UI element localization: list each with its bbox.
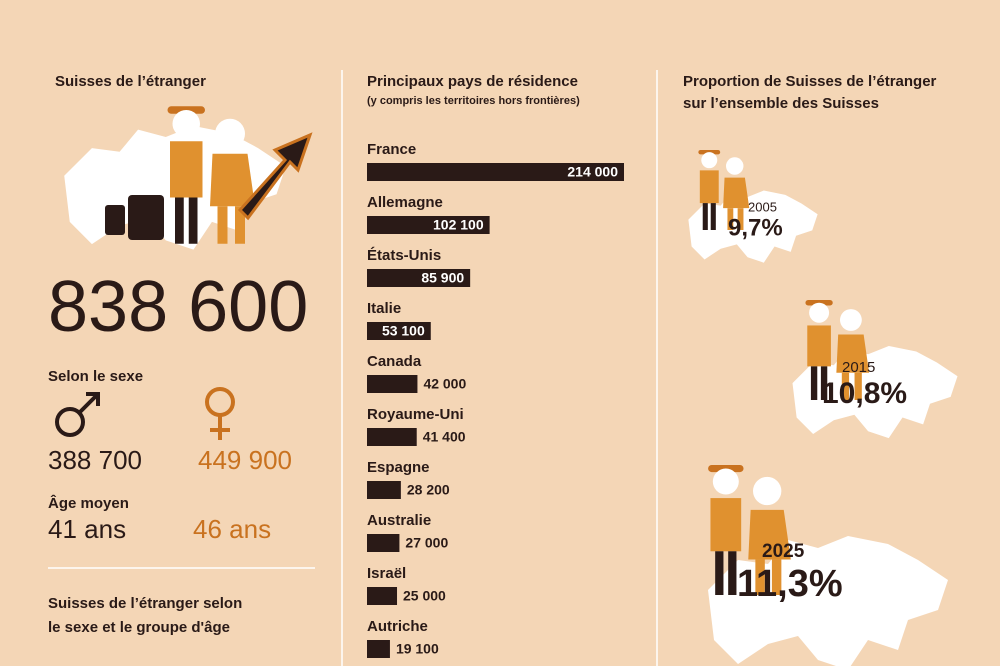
year: 2025 <box>762 541 805 562</box>
value-label: 41 400 <box>423 429 466 445</box>
value-label: 25 000 <box>403 588 446 604</box>
share: 11,3% <box>737 563 843 605</box>
value-label: 27 000 <box>405 535 448 551</box>
total: 838 600 <box>48 267 308 347</box>
category-label: Espagne <box>367 459 430 476</box>
share: 9,7% <box>728 214 783 241</box>
bar <box>367 375 418 393</box>
bar <box>367 481 401 499</box>
value-label: 53 100 <box>382 323 425 339</box>
women-age: 46 ans <box>193 514 271 544</box>
year: 2005 <box>748 199 777 214</box>
category-label: Israël <box>367 565 406 582</box>
men-count: 388 700 <box>48 445 142 475</box>
section-title: le sexe et le groupe d'âge <box>48 619 230 636</box>
category-label: Royaume-Uni <box>367 406 464 423</box>
men-age: 41 ans <box>48 514 126 544</box>
category-label: France <box>367 141 416 158</box>
chart-subtitle: (y compris les territoires hors frontièr… <box>367 95 580 107</box>
bar <box>367 163 624 181</box>
category-label: Autriche <box>367 618 428 635</box>
suitcase-icon <box>128 195 164 240</box>
bar <box>367 640 390 658</box>
value-label: 28 200 <box>407 482 450 498</box>
value-label: 102 100 <box>433 217 484 233</box>
section-title: Proportion de Suisses de l’étranger <box>683 73 937 90</box>
category-label: Canada <box>367 353 422 370</box>
suitcase-icon <box>105 205 125 235</box>
label: Selon le sexe <box>48 368 143 385</box>
bar <box>367 216 490 234</box>
category-label: Italie <box>367 300 401 317</box>
section-title: sur l’ensemble des Suisses <box>683 95 879 112</box>
bar <box>367 269 471 287</box>
bar <box>367 534 400 552</box>
women-count: 449 900 <box>198 445 292 475</box>
male-icon <box>55 392 100 437</box>
label: Âge moyen <box>48 494 129 512</box>
section-title: Suisses de l’étranger selon <box>48 595 242 612</box>
value-label: 19 100 <box>396 641 439 657</box>
category-label: Australie <box>367 512 431 529</box>
bar-chart: France 214 000 Allemagne 102 100 États-Unis 8… <box>367 141 624 658</box>
value-label: 85 900 <box>421 270 464 286</box>
category-label: États-Unis <box>367 247 441 264</box>
arrow-icon <box>237 132 313 221</box>
year: 2015 <box>842 359 875 376</box>
female-icon <box>205 387 235 440</box>
value-label: 42 000 <box>423 376 466 392</box>
bar <box>367 322 431 340</box>
bar <box>367 587 398 605</box>
section-title: Suisses de l’étranger <box>55 73 206 90</box>
chart-title: Principaux pays de résidence <box>367 73 578 90</box>
bar <box>367 428 417 446</box>
category-label: Allemagne <box>367 194 443 211</box>
value-label: 214 000 <box>567 164 618 180</box>
share: 10,8% <box>822 377 907 410</box>
